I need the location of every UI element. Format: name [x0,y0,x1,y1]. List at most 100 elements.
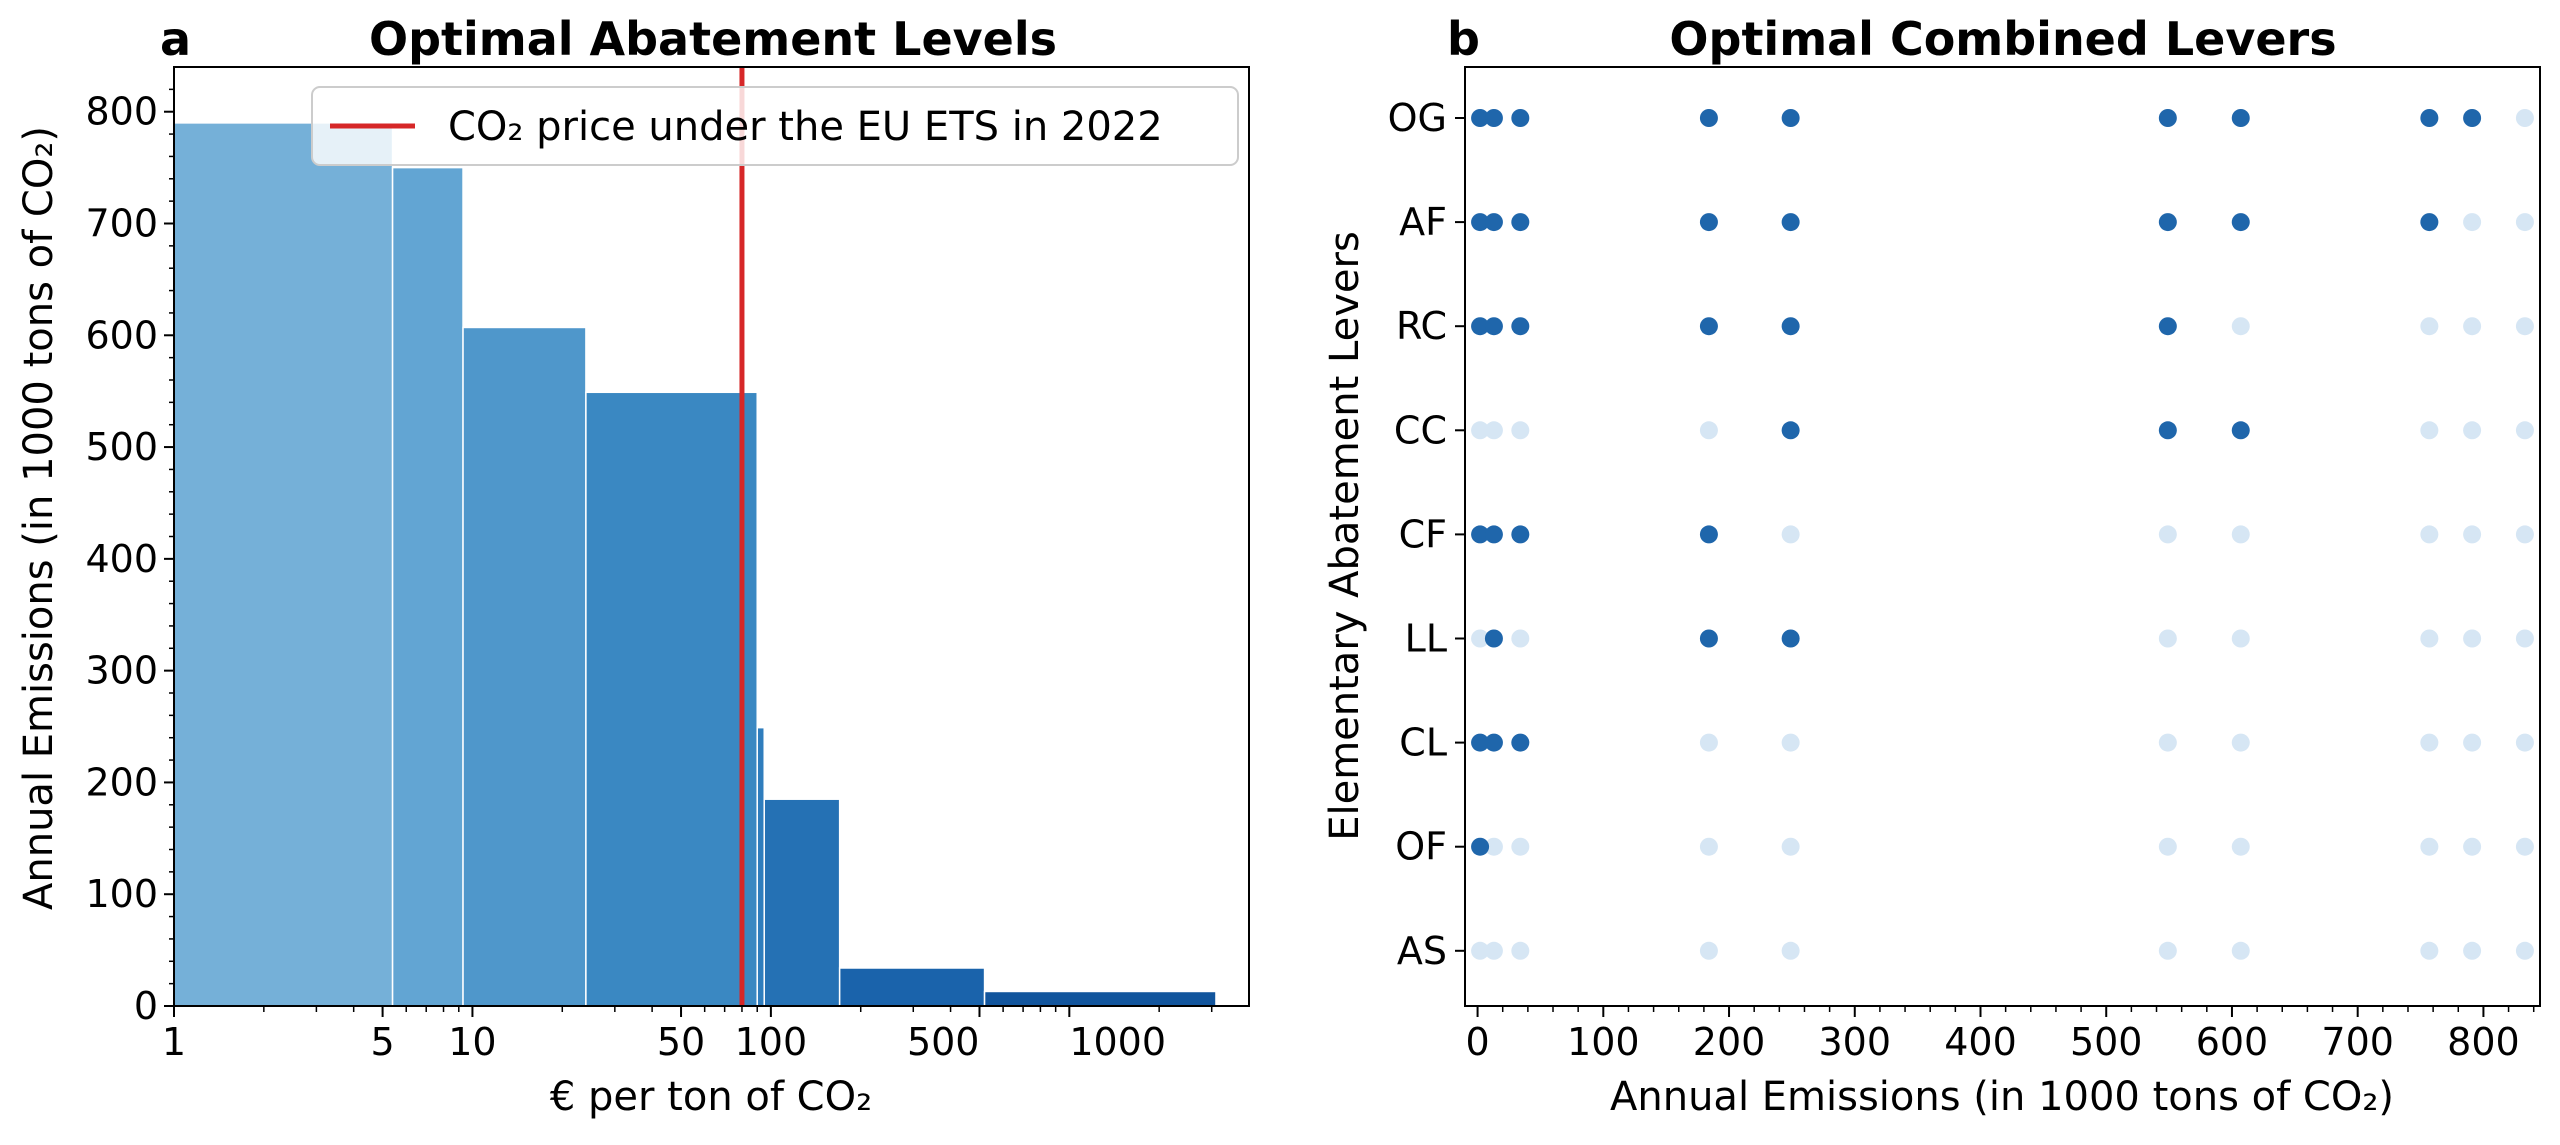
panel-b-y-axis-label: Elementary Abatement Levers [1322,231,1368,841]
point-CC-5 [2158,421,2177,440]
point-RC-4 [1781,317,1800,336]
x-tick-label: 300 [1819,1020,1892,1064]
point-AF-0 [1471,213,1490,232]
point-CL-7 [2420,733,2439,752]
y-tick-label: 200 [85,760,158,804]
point-AS-1 [1484,941,1503,960]
y-tick-label: RC [1396,304,1447,348]
point-CL-6 [2231,733,2250,752]
x-tick-label: 500 [2070,1020,2143,1064]
x-tick-label: 0 [1465,1020,1489,1064]
y-tick-label: 400 [85,537,158,581]
point-OF-0 [1471,837,1490,856]
bar-2 [462,326,587,1007]
point-CF-9 [2515,525,2534,544]
panel-a-bars [173,122,1217,1007]
point-CF-8 [2463,525,2482,544]
y-tick-label: 700 [85,202,158,246]
panel-a-chart: a Optimal Abatement Levels 0 100 200 300 400… [16,12,1250,1120]
point-LL-6 [2231,629,2250,648]
point-AS-5 [2158,941,2177,960]
point-AS-0 [1471,941,1490,960]
point-CL-5 [2158,733,2177,752]
point-OG-5 [2158,109,2177,127]
x-tick-label: 1 [162,1020,186,1064]
point-OG-2 [1511,109,1530,127]
point-OG-9 [2515,109,2534,127]
point-LL-0 [1471,629,1490,648]
point-RC-3 [1699,317,1718,336]
point-LL-4 [1781,629,1800,648]
point-AF-7 [2420,213,2439,232]
y-tick-label: CF [1399,512,1447,556]
point-AF-1 [1484,213,1503,232]
panel-a-y-axis-label: Annual Emissions (in 1000 tons of CO₂) [16,126,62,910]
bar-3 [585,391,758,1007]
y-tick-label: 500 [85,425,158,469]
y-tick-label: CL [1399,721,1447,765]
point-LL-9 [2515,629,2534,648]
bar-6 [838,967,986,1007]
point-OG-8 [2463,109,2482,127]
bar-0 [173,122,394,1007]
point-CF-5 [2158,525,2177,544]
point-AS-7 [2420,941,2439,960]
point-AS-8 [2463,941,2482,960]
point-LL-5 [2158,629,2177,648]
point-OF-6 [2231,837,2250,856]
point-LL-3 [1699,629,1718,648]
panel-b-title: Optimal Combined Levers [1669,12,2336,66]
x-tick-label: 10 [448,1020,496,1064]
point-OG-6 [2231,109,2250,127]
panel-a-axes-frame [173,66,1250,1007]
point-CL-4 [1781,733,1800,752]
point-OF-7 [2420,837,2439,856]
x-tick-label: 100 [735,1020,808,1064]
x-tick-label: 500 [907,1020,980,1064]
panel-a-letter: a [160,12,191,66]
point-OG-4 [1781,109,1800,127]
y-tick-label: 800 [85,90,158,134]
panel-b-x-ticks: 0 100 200 300 400 500 600 700 800 [1465,1006,2535,1064]
x-tick-label: 1000 [1069,1020,1166,1064]
point-CF-0 [1471,525,1490,544]
point-RC-7 [2420,317,2439,336]
x-tick-label: 800 [2447,1020,2520,1064]
legend-box [311,86,1239,166]
point-CC-6 [2231,421,2250,440]
point-OF-3 [1699,837,1718,856]
point-AF-8 [2463,213,2482,232]
point-RC-1 [1484,317,1503,336]
point-CF-6 [2231,525,2250,544]
point-OF-2 [1511,837,1530,856]
bar-1 [391,166,464,1007]
point-LL-7 [2420,629,2439,648]
panel-a-legend: CO₂ price under the EU ETS in 2022 [311,86,1239,166]
y-tick-label: OG [1388,96,1447,140]
point-CL-1 [1484,733,1503,752]
point-CC-8 [2463,421,2482,440]
x-tick-label: 100 [1567,1020,1640,1064]
x-tick-label: 50 [657,1020,705,1064]
point-RC-8 [2463,317,2482,336]
y-tick-label: 300 [85,649,158,693]
bar-4 [756,726,765,1007]
panel-b-chart: b Optimal Combined Levers OG AF RC CC CF LL CL… [1322,12,2541,1120]
point-CF-7 [2420,525,2439,544]
y-tick-label: CC [1394,408,1447,452]
panel-b-points [1471,109,2534,960]
point-AF-5 [2158,213,2177,232]
x-tick-label: 400 [1944,1020,2017,1064]
point-LL-8 [2463,629,2482,648]
panel-b-x-axis-label: Annual Emissions (in 1000 tons of CO₂) [1610,1074,2394,1120]
panel-b-y-ticks: OG AF RC CC CF LL CL OF AS [1388,96,1465,973]
point-OG-3 [1699,109,1718,127]
point-AS-9 [2515,941,2534,960]
x-tick-label: 200 [1693,1020,1766,1064]
point-CC-4 [1781,421,1800,440]
point-CL-3 [1699,733,1718,752]
point-AF-2 [1511,213,1530,232]
x-tick-label: 700 [2321,1020,2394,1064]
point-AS-4 [1781,941,1800,960]
point-OF-8 [2463,837,2482,856]
